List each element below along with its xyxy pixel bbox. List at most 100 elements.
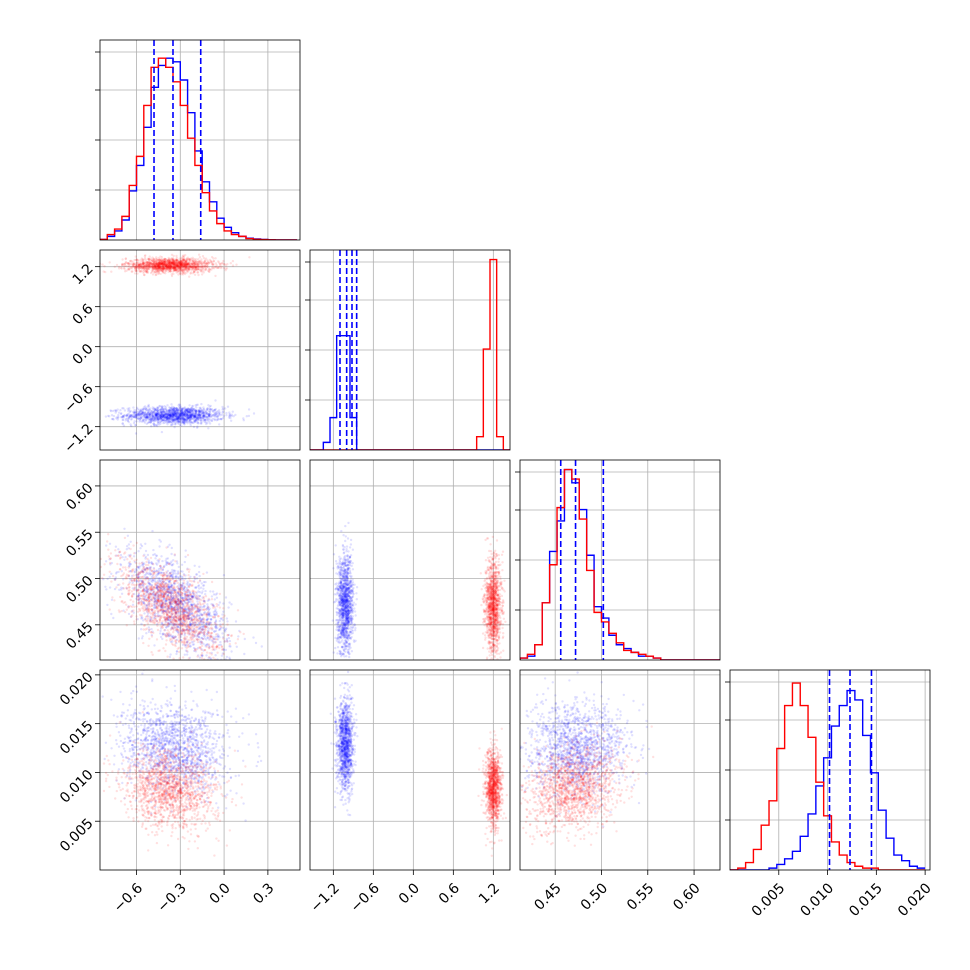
scatter-point: [156, 406, 160, 409]
scatter-point: [167, 409, 170, 413]
scatter-point: [252, 412, 256, 415]
scatter-point: [170, 273, 173, 276]
scatter-point: [218, 696, 220, 698]
scatter-point: [130, 424, 133, 428]
scatter-point: [108, 586, 112, 589]
scatter-point: [186, 568, 189, 571]
scatter-point: [91, 562, 93, 564]
scatter-point: [161, 413, 165, 416]
scatter-point: [169, 417, 172, 420]
scatter-point: [166, 655, 169, 658]
scatter-point: [154, 414, 157, 417]
scatter-point: [226, 262, 229, 266]
scatter-point: [221, 408, 224, 411]
scatter-point: [200, 422, 203, 425]
scatter-point: [221, 648, 224, 651]
scatter-point: [129, 423, 132, 426]
scatter-point: [169, 415, 173, 418]
scatter-point: [199, 413, 202, 416]
scatter-point: [222, 414, 225, 418]
scatter-point: [172, 254, 175, 258]
scatter-point: [195, 414, 198, 417]
scatter-point: [170, 406, 173, 410]
scatter-point: [173, 421, 176, 424]
scatter-point: [186, 409, 189, 412]
scatter-point: [192, 421, 195, 424]
scatter-point: [206, 412, 209, 415]
scatter-point: [180, 410, 183, 413]
scatter-point: [187, 411, 190, 414]
scatter-point: [133, 420, 136, 423]
scatter-point: [195, 417, 198, 421]
scatter-point: [130, 418, 133, 421]
scatter-point: [156, 409, 159, 412]
scatter-point: [155, 413, 158, 417]
scatter-point: [198, 413, 201, 417]
scatter-point: [219, 414, 222, 417]
scatter-point: [202, 584, 206, 587]
scatter-point: [102, 270, 105, 273]
scatter-point: [148, 416, 151, 419]
scatter-point: [186, 413, 189, 417]
scatter-point: [135, 615, 138, 618]
scatter-point: [221, 405, 224, 409]
scatter-point: [167, 416, 171, 420]
scatter-point: [120, 412, 123, 415]
scatter-point: [204, 412, 207, 415]
scatter-point: [171, 418, 174, 422]
scatter-point: [114, 554, 117, 557]
scatter-point: [183, 412, 187, 415]
scatter-point: [188, 419, 192, 422]
scatter-point: [212, 615, 215, 619]
scatter-point: [202, 414, 205, 418]
scatter-point: [175, 414, 178, 418]
scatter-point: [151, 529, 154, 533]
scatter-point: [215, 610, 218, 613]
scatter-point: [228, 411, 231, 414]
scatter-point: [121, 415, 125, 418]
scatter-point: [159, 420, 162, 423]
scatter-point: [187, 408, 190, 411]
scatter-point: [165, 412, 169, 415]
scatter-point: [193, 678, 195, 680]
scatter-point: [148, 421, 151, 424]
scatter-point: [199, 416, 202, 419]
scatter-point: [190, 263, 193, 266]
scatter-point: [153, 424, 156, 427]
scatter-point: [191, 417, 194, 421]
scatter-point: [184, 266, 188, 269]
scatter-point: [110, 414, 114, 417]
scatter-point: [175, 410, 178, 413]
scatter-point: [219, 417, 223, 421]
scatter-point: [110, 409, 113, 413]
scatter-point: [152, 418, 156, 421]
scatter-point: [230, 414, 233, 418]
scatter-point: [181, 419, 184, 422]
scatter-point: [179, 407, 182, 410]
scatter-point: [187, 416, 190, 419]
scatter-point: [196, 271, 199, 274]
scatter-point: [202, 412, 205, 415]
scatter-point: [167, 256, 170, 260]
scatter-point: [224, 663, 226, 665]
scatter-point: [183, 418, 187, 422]
scatter-point: [168, 420, 171, 423]
scatter-point: [179, 417, 182, 421]
scatter-point: [199, 417, 202, 420]
scatter-point: [148, 412, 152, 416]
scatter-point: [179, 410, 182, 413]
scatter-point: [164, 406, 167, 409]
scatter-point: [178, 417, 181, 420]
scatter-point: [211, 410, 215, 413]
scatter-point: [192, 413, 195, 416]
scatter-point: [215, 413, 218, 416]
scatter-point: [190, 410, 193, 413]
scatter-point: [202, 411, 205, 414]
scatter-point: [157, 256, 160, 260]
scatter-point: [142, 419, 145, 422]
scatter-point: [193, 415, 197, 418]
scatter-point: [202, 416, 205, 420]
scatter-point: [140, 410, 143, 414]
scatter-point: [171, 261, 174, 265]
scatter-point: [208, 413, 211, 416]
